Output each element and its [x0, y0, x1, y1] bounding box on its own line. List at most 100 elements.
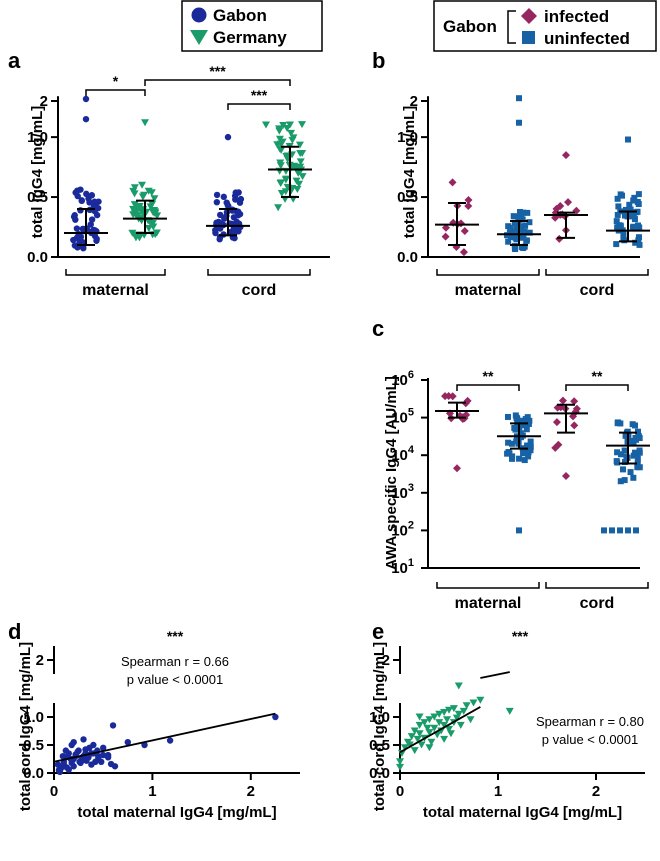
- data-point: [630, 474, 637, 481]
- data-point: [460, 226, 469, 235]
- data-point: [635, 234, 642, 241]
- legend-infected-label: infected: [544, 7, 609, 26]
- data-point: [68, 741, 75, 749]
- data-point: [630, 210, 637, 217]
- category-bracket: [436, 269, 540, 276]
- y-tick-label: 0.5: [397, 189, 418, 206]
- y-axis-label: AWA specific IgG4 [AU/mL]: [383, 376, 400, 570]
- significance-bracket: [565, 384, 629, 391]
- x-tick-label: 1: [148, 783, 156, 800]
- data-point: [427, 738, 436, 746]
- data-group-infected-cord: [544, 396, 588, 452]
- data-point: [552, 204, 561, 213]
- data-point: [511, 424, 518, 431]
- data-point: [454, 710, 463, 718]
- data-point: [526, 219, 533, 226]
- data-point-outlier: [625, 136, 631, 143]
- panel-label: e: [372, 619, 384, 644]
- data-point: [469, 699, 478, 707]
- y-tick-label: 1.0: [27, 129, 48, 146]
- data-point: [632, 435, 639, 442]
- data-point: [75, 230, 82, 238]
- significance-label: **: [592, 368, 603, 384]
- data-point: [138, 193, 147, 201]
- y-tick-label: 2: [36, 652, 44, 669]
- data-point: [630, 452, 637, 459]
- data-point-outlier: [617, 527, 623, 534]
- data-point: [288, 136, 297, 144]
- data-point: [234, 208, 242, 215]
- data-point: [629, 421, 636, 428]
- data-point: [144, 187, 153, 195]
- y-tick-label: 106: [391, 369, 414, 389]
- data-point-outlier: [516, 119, 522, 126]
- data-point: [415, 721, 424, 729]
- data-point: [277, 189, 286, 197]
- data-point: [622, 209, 629, 216]
- data-point: [634, 455, 641, 462]
- data-point: [413, 735, 422, 743]
- data-point: [527, 443, 534, 450]
- data-point: [520, 422, 527, 429]
- regression-line-upper: [480, 671, 510, 679]
- data-point: [410, 747, 419, 755]
- data-point: [298, 121, 307, 129]
- data-point: [74, 187, 81, 194]
- data-point: [430, 713, 439, 721]
- data-point: [511, 219, 518, 226]
- data-point-outlier: [633, 527, 639, 534]
- data-point: [462, 702, 471, 710]
- data-point: [517, 430, 524, 437]
- data-point: [441, 232, 450, 241]
- data-point: [85, 195, 92, 202]
- data-point: [622, 206, 629, 213]
- spearman-label: Spearman r = 0.66: [121, 654, 229, 669]
- data-point: [212, 226, 219, 234]
- data-point: [80, 736, 87, 743]
- data-point: [635, 191, 642, 198]
- significance-bracket: [227, 103, 291, 110]
- data-point: [618, 451, 625, 458]
- data-point: [476, 696, 485, 704]
- data-point: [83, 757, 90, 764]
- data-point: [636, 241, 643, 248]
- p-value-label: p value < 0.0001: [542, 732, 639, 747]
- category-label: cord: [242, 282, 277, 299]
- panel-a: a total IgG4 [mg/mL] 0.0 0.5 1.0 2 maternal cor…: [8, 48, 330, 299]
- data-point: [570, 397, 579, 406]
- panel-label: c: [372, 316, 384, 341]
- data-point: [459, 248, 468, 257]
- category-bracket: [545, 269, 649, 276]
- data-point: [135, 234, 144, 242]
- data-point: [515, 215, 522, 222]
- data-point: [213, 191, 221, 199]
- data-point: [420, 719, 429, 727]
- data-point: [614, 195, 621, 202]
- data-point: [130, 184, 139, 192]
- data-point-outlier: [562, 471, 570, 480]
- category-label: maternal: [455, 595, 522, 612]
- data-point: [236, 199, 244, 206]
- significance-bracket: [456, 384, 520, 391]
- data-point: [425, 716, 434, 724]
- data-point: [620, 230, 627, 237]
- data-point: [635, 201, 642, 208]
- data-point: [614, 224, 621, 231]
- category-label: cord: [580, 282, 615, 299]
- data-point: [621, 447, 628, 454]
- data-point: [232, 196, 239, 203]
- data-point: [558, 396, 567, 405]
- data-point: [521, 457, 528, 464]
- data-point: [564, 198, 573, 207]
- data-point: [516, 455, 523, 462]
- data-point: [298, 149, 307, 157]
- data-group-germany-cord: [268, 121, 312, 212]
- data-point: [448, 178, 457, 187]
- data-point: [636, 224, 643, 231]
- data-point: [148, 208, 157, 216]
- spearman-label: Spearman r = 0.80: [536, 714, 644, 729]
- data-point: [527, 438, 534, 445]
- data-point: [521, 228, 528, 235]
- data-point: [440, 735, 449, 743]
- data-point: [513, 236, 520, 243]
